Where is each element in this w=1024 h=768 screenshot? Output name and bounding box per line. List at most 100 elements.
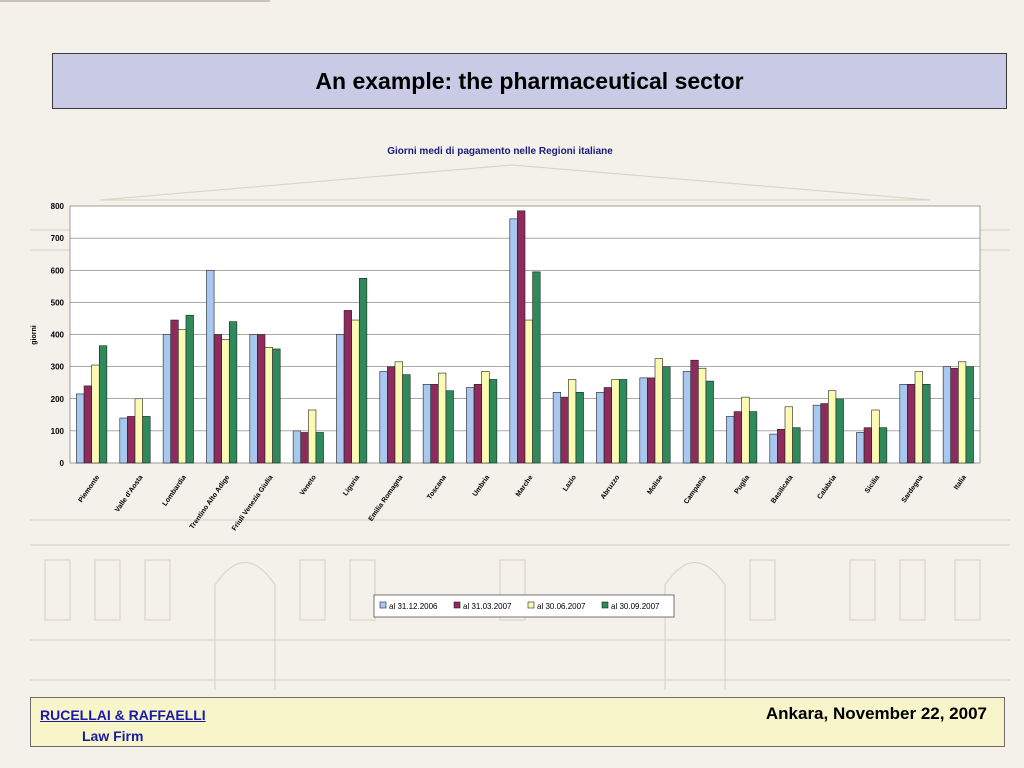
bar <box>812 404 822 464</box>
bar <box>142 416 151 464</box>
bar <box>748 411 758 464</box>
y-tick-label: 700 <box>51 234 65 243</box>
bar <box>611 379 620 464</box>
bar <box>473 383 482 464</box>
bar <box>618 379 628 464</box>
bar <box>568 379 577 464</box>
bar <box>134 398 143 464</box>
bar <box>257 334 266 464</box>
bar <box>560 396 569 464</box>
bar <box>769 433 778 464</box>
x-tick-label: Lazio <box>562 474 578 493</box>
bar <box>863 427 872 464</box>
x-tick-label: Italia <box>953 474 968 491</box>
bar <box>481 371 490 464</box>
x-tick-label: Piemonte <box>77 474 101 504</box>
x-tick-label: Veneto <box>299 474 318 497</box>
x-tick-label: Toscana <box>426 474 448 501</box>
x-tick-label: Trentino Alto Adige <box>189 474 232 531</box>
y-axis-label: giorni <box>31 325 38 344</box>
bar <box>228 321 238 464</box>
bar <box>654 358 663 464</box>
y-tick-label: 100 <box>51 427 65 436</box>
bar <box>828 390 837 464</box>
corner-divider <box>0 0 270 2</box>
bar <box>430 383 439 464</box>
chart-title: Giorni medi di pagamento nelle Regioni i… <box>387 146 613 157</box>
bar <box>878 427 888 464</box>
bar <box>83 385 92 464</box>
bar <box>596 392 605 464</box>
bar <box>206 269 215 464</box>
bar <box>264 347 273 464</box>
x-tick-label: Sicilia <box>864 474 881 495</box>
bar <box>379 371 388 464</box>
bar <box>524 319 533 464</box>
x-tick-label: Campania <box>683 474 708 506</box>
bar <box>603 387 612 464</box>
bar <box>98 345 108 464</box>
bar <box>792 427 801 464</box>
bar <box>315 432 324 464</box>
y-tick-label: 300 <box>51 363 65 372</box>
bar <box>820 403 829 464</box>
y-tick-label: 500 <box>51 298 65 307</box>
bar <box>358 277 368 464</box>
x-tick-label: Calabria <box>816 474 838 501</box>
y-tick-label: 400 <box>51 331 65 340</box>
slide-title: An example: the pharmaceutical sector <box>315 67 744 94</box>
bar <box>438 372 447 464</box>
bar <box>552 392 562 464</box>
y-tick-label: 0 <box>60 459 65 468</box>
bar <box>272 348 281 464</box>
bar <box>162 334 172 464</box>
y-tick-label: 800 <box>51 202 65 211</box>
x-tick-label: Molise <box>646 474 664 496</box>
y-tick-label: 200 <box>51 395 65 404</box>
x-tick-label: Liguria <box>342 474 361 497</box>
x-tick-label: Marche <box>515 474 535 498</box>
bar <box>119 417 128 464</box>
legend-swatch <box>601 601 609 609</box>
bar <box>532 271 541 464</box>
bar <box>213 334 222 464</box>
bar <box>835 398 844 464</box>
bar <box>170 319 179 464</box>
bar <box>221 339 230 464</box>
bar <box>705 380 714 464</box>
bar <box>682 371 692 464</box>
bar <box>387 366 396 464</box>
bar <box>488 379 498 464</box>
legend-label: al 30.09.2007 <box>611 602 660 611</box>
bar <box>178 329 187 464</box>
legend-label: al 31.03.2007 <box>463 602 512 611</box>
bar <box>914 371 923 464</box>
bar <box>517 210 526 464</box>
legend-swatch <box>453 601 461 609</box>
bar <box>445 390 454 464</box>
bar <box>733 411 742 464</box>
bar <box>351 319 360 464</box>
bar <box>292 430 302 464</box>
x-tick-label: Puglia <box>734 474 752 495</box>
bar <box>76 393 85 464</box>
bar <box>127 416 136 464</box>
bar <box>300 432 309 464</box>
bar <box>336 334 345 464</box>
footer-bar: RUCELLAI & RAFFAELLI Law Firm Ankara, No… <box>30 697 1005 747</box>
bar <box>958 361 967 464</box>
firm-name-link[interactable]: RUCELLAI & RAFFAELLI <box>40 707 206 723</box>
bar <box>575 392 584 464</box>
bar <box>950 367 959 464</box>
x-tick-label: Valle d'Aosta <box>114 474 145 514</box>
bar <box>899 383 908 464</box>
bar <box>698 367 707 464</box>
bar <box>942 366 952 464</box>
bar <box>402 374 411 464</box>
bar <box>249 334 258 464</box>
event-date-location: Ankara, November 22, 2007 <box>765 704 987 723</box>
x-tick-label: Umbria <box>472 474 492 498</box>
bar <box>394 361 403 464</box>
bar <box>784 406 793 464</box>
